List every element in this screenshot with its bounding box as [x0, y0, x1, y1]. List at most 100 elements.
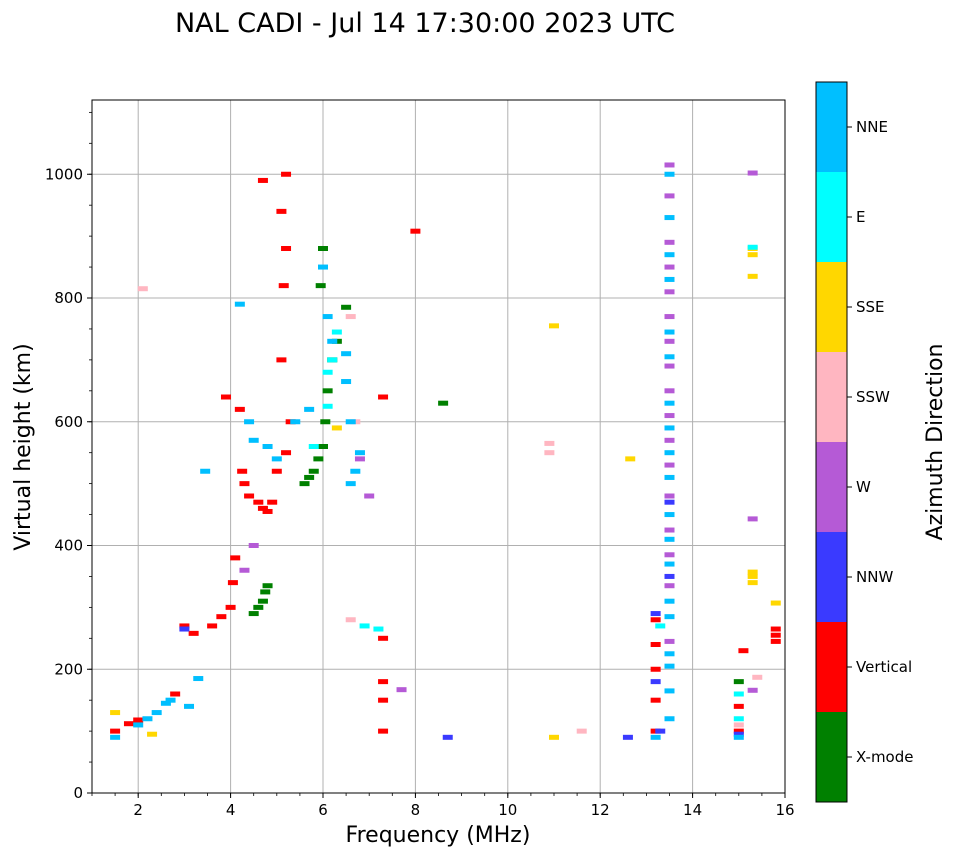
data-point — [308, 468, 319, 474]
data-point — [248, 611, 259, 617]
data-point — [257, 505, 268, 511]
data-point — [655, 728, 666, 734]
data-point — [664, 663, 675, 669]
data-point — [378, 728, 389, 734]
data-point — [313, 456, 324, 462]
data-point — [350, 468, 361, 474]
data-point — [576, 728, 587, 734]
data-point — [304, 406, 315, 412]
data-point — [664, 536, 675, 542]
colorbar-segment — [816, 172, 847, 262]
data-point — [664, 276, 675, 282]
y-axis-ticks: 0 200 400 600 800 1000 — [45, 111, 92, 802]
data-point — [267, 499, 278, 505]
data-point — [747, 273, 758, 279]
series-vertical — [110, 171, 781, 734]
data-point — [248, 437, 259, 443]
data-point — [110, 710, 121, 716]
data-point — [262, 583, 273, 589]
data-points — [110, 162, 781, 740]
data-point — [184, 703, 195, 709]
colorbar: X-mode Vertical NNW W SSW SSE E NNE — [815, 81, 913, 803]
y-tick-label: 600 — [54, 413, 83, 431]
data-point — [664, 338, 675, 344]
data-point — [281, 171, 292, 177]
colorbar-frame — [815, 81, 848, 803]
data-point — [770, 632, 781, 638]
data-point — [664, 400, 675, 406]
x-tick-label: 10 — [498, 801, 517, 819]
data-point — [733, 731, 744, 737]
data-point — [133, 722, 144, 728]
colorbar-segment — [816, 262, 847, 352]
data-point — [664, 512, 675, 518]
data-point — [200, 468, 211, 474]
data-point — [322, 388, 333, 394]
chart-title: NAL CADI - Jul 14 17:30:00 2023 UTC — [175, 8, 675, 39]
colorbar-segment — [816, 532, 847, 622]
data-point — [752, 674, 763, 680]
data-point — [664, 314, 675, 320]
data-point — [664, 614, 675, 620]
data-point — [262, 444, 273, 449]
colorbar-segment — [816, 712, 847, 802]
data-point — [345, 314, 356, 320]
colorbar-title: Azimuth Direction — [923, 343, 948, 540]
x-tick-label: 12 — [591, 801, 610, 819]
data-point — [733, 716, 744, 722]
data-point — [770, 638, 781, 644]
data-point — [664, 162, 675, 168]
data-point — [179, 626, 190, 632]
data-point — [664, 527, 675, 533]
data-point — [257, 598, 268, 604]
data-point — [318, 264, 328, 270]
data-point — [747, 516, 758, 522]
data-point — [733, 734, 744, 740]
data-point — [322, 314, 333, 320]
data-point — [650, 734, 661, 740]
series-w — [239, 162, 758, 693]
data-point — [137, 286, 148, 292]
data-point — [276, 208, 287, 214]
data-point — [281, 246, 292, 251]
data-point — [747, 252, 758, 258]
plot-frame — [91, 99, 786, 794]
data-point — [345, 481, 356, 487]
colorbar-label: NNE — [856, 118, 888, 136]
data-point — [664, 688, 675, 694]
data-point — [230, 555, 241, 561]
data-point — [664, 239, 675, 245]
data-point — [625, 456, 636, 462]
data-point — [664, 561, 675, 567]
data-point — [262, 508, 273, 514]
data-point — [664, 437, 675, 443]
y-tick-label: 0 — [73, 784, 83, 802]
data-point — [308, 444, 319, 449]
data-point — [320, 419, 331, 425]
data-point — [733, 703, 744, 709]
data-point — [341, 351, 352, 357]
data-point — [276, 357, 287, 363]
data-point — [664, 264, 675, 270]
data-point — [664, 329, 675, 335]
data-point — [160, 700, 171, 706]
colorbar-label: X-mode — [856, 748, 913, 766]
data-point — [260, 589, 271, 595]
data-point — [664, 215, 675, 221]
data-point — [664, 552, 675, 558]
data-point — [234, 406, 245, 412]
data-point — [747, 580, 758, 586]
data-point — [327, 338, 338, 344]
y-tick-label: 400 — [54, 537, 83, 555]
data-point — [747, 170, 758, 176]
data-point — [650, 666, 661, 672]
data-point — [244, 493, 255, 499]
data-point — [664, 493, 675, 499]
data-point — [378, 697, 389, 703]
data-point — [244, 419, 255, 425]
data-point — [278, 283, 289, 289]
data-point — [110, 728, 121, 734]
data-point — [179, 623, 190, 629]
series-sse — [110, 246, 781, 740]
data-point — [216, 614, 227, 620]
